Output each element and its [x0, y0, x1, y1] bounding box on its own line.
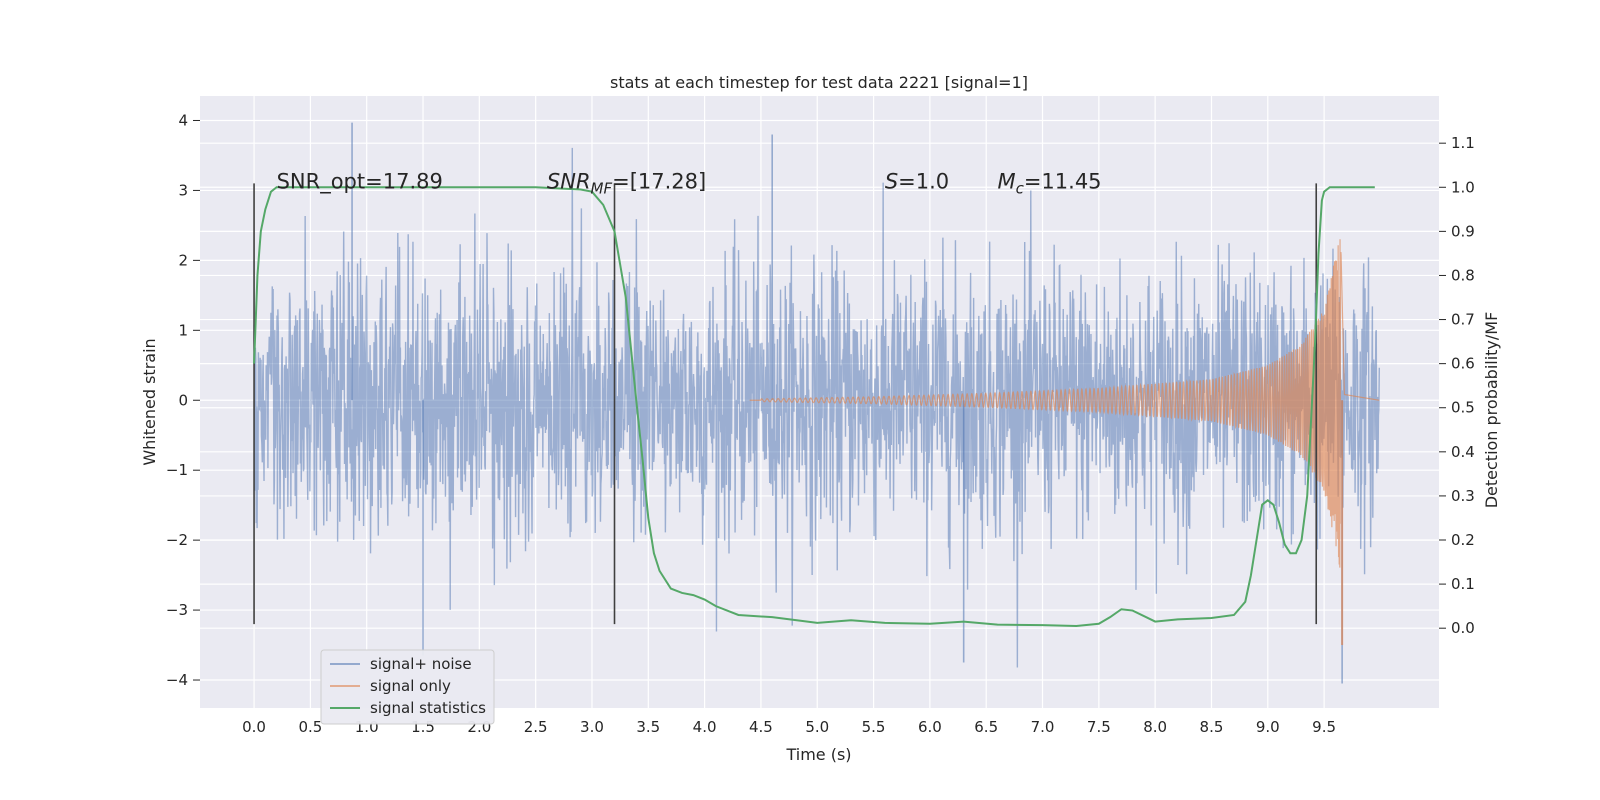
x-tick-label: 2.5 — [524, 718, 548, 736]
annotation-text: S=1.0 — [885, 169, 949, 193]
x-axis-label: Time (s) — [785, 745, 851, 764]
stats-series — [253, 186, 1375, 627]
x-tick-label: 6.0 — [918, 718, 942, 736]
y2-tick-label: 0.9 — [1451, 222, 1475, 240]
legend: signal+ noise signal only signal statist… — [320, 649, 495, 725]
x-tick-label: 7.0 — [1031, 718, 1055, 736]
annotation-text: SNRMF=[17.28] — [547, 169, 706, 197]
y2-tick-label: 0.6 — [1451, 355, 1475, 373]
annotation-symbol: S — [885, 169, 898, 193]
y2-tick-label: 0.3 — [1451, 487, 1475, 505]
x-tick-label: 3.0 — [580, 718, 604, 736]
y-tick-label: 3 — [178, 181, 188, 199]
y2-tick-label: 0.5 — [1451, 399, 1475, 417]
y2-tick-label: 0.1 — [1451, 575, 1475, 593]
y-tick-label: 2 — [178, 251, 188, 269]
x-tick-label: 4.5 — [749, 718, 773, 736]
annotation-symbol: SNR — [547, 169, 591, 193]
legend-box — [320, 649, 495, 725]
y2-tick-label: 1.1 — [1451, 134, 1475, 152]
y2-tick-label: 0.7 — [1451, 311, 1475, 329]
y-tick-label: 4 — [178, 111, 188, 129]
y2-tick-label: 0.8 — [1451, 266, 1475, 284]
x-tick-label: 8.0 — [1143, 718, 1167, 736]
legend-label-noise: signal+ noise — [370, 655, 472, 673]
annotation-text: Mc=11.45 — [997, 169, 1101, 197]
y-tick-label: −3 — [166, 601, 188, 619]
annotation-value: =11.45 — [1024, 169, 1102, 193]
x-tick-label: 6.5 — [974, 718, 998, 736]
x-tick-label: 5.5 — [862, 718, 886, 736]
y-axis-left: −4 −3 −2 −1 0 1 2 3 4 — [166, 111, 200, 689]
marker-lines — [253, 183, 1318, 625]
x-tick-label: 7.5 — [1087, 718, 1111, 736]
x-tick-label: 9.0 — [1256, 718, 1280, 736]
stats-line — [253, 186, 1375, 627]
y-tick-label: −2 — [166, 531, 188, 549]
annotations: SNR_opt=17.89 SNRMF=[17.28] S=1.0 Mc=11.45 — [277, 169, 1102, 197]
annotation-text: SNR_opt=17.89 — [277, 169, 443, 194]
y-axis-right: 0.0 0.1 0.2 0.3 0.4 0.5 0.6 0.7 0.8 0.9 1.0 1.1 — [1439, 134, 1475, 637]
y2-tick-label: 1.0 — [1451, 178, 1475, 196]
y-axis-label: Whitened strain — [140, 338, 159, 465]
y-tick-label: 0 — [178, 391, 188, 409]
annotation-value: =[17.28] — [612, 169, 706, 193]
x-tick-label: 4.0 — [693, 718, 717, 736]
y2-axis-label: Detection probability/MF — [1482, 312, 1501, 509]
x-tick-label: 0.0 — [242, 718, 266, 736]
x-tick-label: 8.5 — [1200, 718, 1224, 736]
annotation-subscript: MF — [591, 179, 613, 197]
y2-tick-label: 0.0 — [1451, 619, 1475, 637]
signal-line — [749, 239, 1380, 568]
x-tick-label: 5.0 — [805, 718, 829, 736]
x-tick-label: 0.5 — [298, 718, 322, 736]
signal-series — [749, 239, 1380, 646]
annotation-value: =1.0 — [898, 169, 949, 193]
annotation-symbol: M — [997, 169, 1015, 193]
y-tick-label: −1 — [166, 461, 188, 479]
legend-label-stats: signal statistics — [370, 699, 486, 717]
chart-title: stats at each timestep for test data 222… — [610, 73, 1028, 92]
legend-label-signal: signal only — [370, 677, 451, 695]
y2-tick-label: 0.4 — [1451, 443, 1475, 461]
y-tick-label: −4 — [166, 671, 188, 689]
annotation-subscript: c — [1016, 179, 1025, 197]
x-tick-label: 3.5 — [636, 718, 660, 736]
y-tick-label: 1 — [178, 321, 188, 339]
x-tick-label: 9.5 — [1312, 718, 1336, 736]
y2-tick-label: 0.2 — [1451, 531, 1475, 549]
